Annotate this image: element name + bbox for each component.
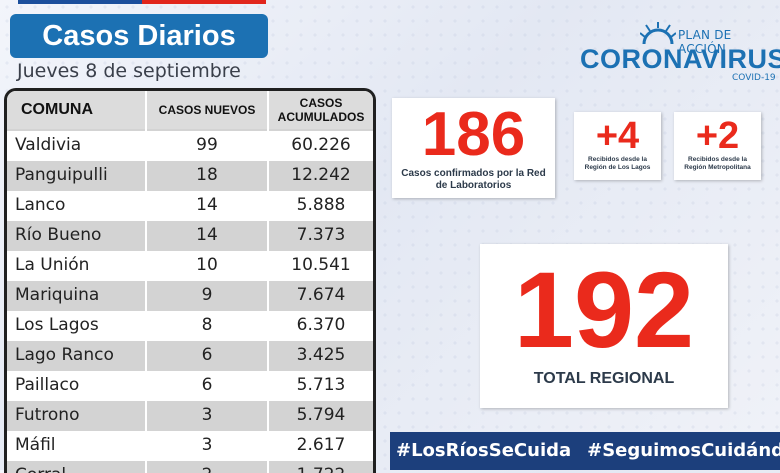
cell-comuna: Lanco xyxy=(7,189,147,220)
logo-coronavirus-label: CORONAVIRUS xyxy=(580,44,780,74)
total-regional-value: 192 xyxy=(513,249,695,370)
flag-stripe xyxy=(18,0,266,4)
lab-confirmed-card: 186 Casos confirmados por la Red de Labo… xyxy=(392,98,555,198)
total-regional-card: 192 TOTAL REGIONAL xyxy=(480,244,728,408)
hashtag-seguimos: #SeguimosCuidándonos xyxy=(587,440,780,461)
cell-casos-acumulados: 60.226 xyxy=(268,129,373,160)
cell-casos-nuevos: 2 xyxy=(146,459,269,473)
cell-comuna: Lago Ranco xyxy=(7,339,147,370)
cell-casos-acumulados: 7.674 xyxy=(268,279,373,310)
cell-comuna: Paillaco xyxy=(7,369,147,400)
cell-casos-acumulados: 5.713 xyxy=(268,369,373,400)
cell-casos-nuevos: 18 xyxy=(146,159,269,190)
sun-rays-icon xyxy=(640,22,676,44)
table-row: Máfil 3 2.617 xyxy=(7,429,373,460)
cell-comuna: Valdivia xyxy=(7,129,147,160)
cell-casos-acumulados: 1.722 xyxy=(268,459,373,473)
column-header-casos-nuevos: CASOS NUEVOS xyxy=(146,91,269,130)
table-row: Corral21.722 xyxy=(7,459,373,473)
column-header-casos-acumulados: CASOS ACUMULADOS xyxy=(268,91,373,130)
cell-casos-acumulados: 12.242 xyxy=(268,159,373,190)
plan-coronavirus-logo: PLAN DE ACCIÓN CORONAVIRUS COVID-19 xyxy=(580,22,780,86)
cell-comuna: Corral xyxy=(7,459,147,473)
cell-casos-nuevos: 99 xyxy=(146,129,269,160)
total-regional-caption: TOTAL REGIONAL xyxy=(533,370,675,387)
table-row: Futrono 3 5.794 xyxy=(7,399,373,430)
cell-casos-nuevos: 3 xyxy=(146,429,269,460)
table-row: La Unión 10 10.541 xyxy=(7,249,373,280)
cell-comuna: La Unión xyxy=(7,249,147,280)
cell-casos-nuevos: 14 xyxy=(146,189,269,220)
hashtag-los-rios: #LosRíosSeCuida xyxy=(396,440,572,461)
flag-red-stripe xyxy=(142,0,266,4)
cell-comuna: Mariquina xyxy=(7,279,147,310)
cell-casos-nuevos: 10 xyxy=(146,249,269,280)
hashtag-banner: #LosRíosSeCuida #SeguimosCuidándonos xyxy=(390,432,780,470)
table-row: Los Lagos 8 6.370 xyxy=(7,309,373,340)
cell-casos-nuevos: 8 xyxy=(146,309,269,340)
column-header-line1: CASOS xyxy=(299,96,343,110)
cell-comuna: Los Lagos xyxy=(7,309,147,340)
logo-plan-label: PLAN DE ACCIÓN xyxy=(678,28,732,56)
cases-table: COMUNA CASOS NUEVOS CASOS ACUMULADOS Val… xyxy=(4,88,376,473)
cell-casos-acumulados: 3.425 xyxy=(268,339,373,370)
table-row: Panguipulli 18 12.242 xyxy=(7,159,373,190)
lab-confirmed-caption: Casos confirmados por la Red de Laborato… xyxy=(401,168,546,191)
flag-blue-stripe xyxy=(18,0,142,4)
table-row: Paillaco 6 5.713 xyxy=(7,369,373,400)
page-title: Casos Diarios xyxy=(10,14,268,58)
table-row: Lago Ranco 6 3.425 xyxy=(7,339,373,370)
metropolitana-value: +2 xyxy=(695,115,740,157)
cell-casos-acumulados: 6.370 xyxy=(268,309,373,340)
cell-casos-nuevos: 6 xyxy=(146,369,269,400)
cell-casos-acumulados: 10.541 xyxy=(268,249,373,280)
report-date: Jueves 8 de septiembre xyxy=(17,60,241,82)
table-row: Valdivia 99 60.226 xyxy=(7,129,373,160)
column-header-comuna: COMUNA xyxy=(7,91,147,130)
table-row: Mariquina 9 7.674 xyxy=(7,279,373,310)
cell-casos-nuevos: 14 xyxy=(146,219,269,250)
los-lagos-caption: Recibidos desde la Región de Los Lagos xyxy=(584,156,651,171)
cell-casos-nuevos: 3 xyxy=(146,399,269,430)
cell-comuna: Panguipulli xyxy=(7,159,147,190)
los-lagos-card: +4 Recibidos desde la Región de Los Lago… xyxy=(574,112,661,180)
metropolitana-card: +2 Recibidos desde la Región Metropolita… xyxy=(674,112,761,180)
table-row: Lanco 14 5.888 xyxy=(7,189,373,220)
cell-casos-nuevos: 6 xyxy=(146,339,269,370)
cell-casos-acumulados: 7.373 xyxy=(268,219,373,250)
cell-casos-acumulados: 2.617 xyxy=(268,429,373,460)
cell-casos-nuevos: 9 xyxy=(146,279,269,310)
cell-casos-acumulados: 5.794 xyxy=(268,399,373,430)
cell-comuna: Máfil xyxy=(7,429,147,460)
metropolitana-caption: Recibidos desde la Región Metropolitana xyxy=(684,156,751,171)
lab-confirmed-value: 186 xyxy=(421,100,526,169)
column-header-line2: ACUMULADOS xyxy=(277,110,365,124)
table-header-row: COMUNA CASOS NUEVOS CASOS ACUMULADOS xyxy=(7,91,373,130)
logo-covid-label: COVID-19 xyxy=(732,73,776,83)
cell-casos-acumulados: 5.888 xyxy=(268,189,373,220)
los-lagos-value: +4 xyxy=(595,115,640,157)
cell-comuna: Futrono xyxy=(7,399,147,430)
table-row: Río Bueno 14 7.373 xyxy=(7,219,373,250)
cell-comuna: Río Bueno xyxy=(7,219,147,250)
